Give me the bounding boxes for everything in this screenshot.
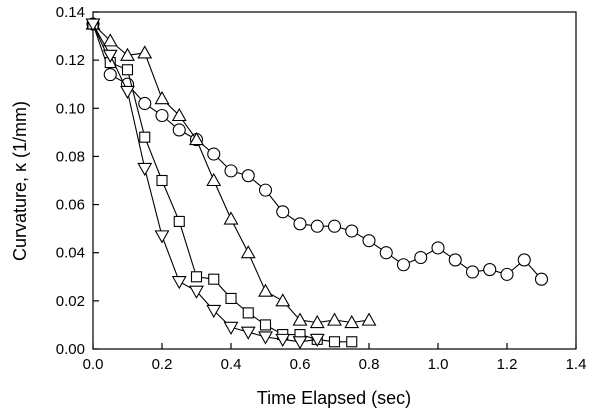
data-point-square xyxy=(208,273,220,285)
y-tick-label: 0.04 xyxy=(56,245,85,262)
series-square xyxy=(87,18,358,348)
series-layer xyxy=(85,16,549,350)
data-point-circle xyxy=(379,246,393,260)
data-point-triangle-up xyxy=(344,314,360,329)
series-triangle-up xyxy=(85,16,377,329)
data-point-triangle-down xyxy=(206,304,222,319)
data-point-circle xyxy=(396,258,411,272)
data-point-triangle-up xyxy=(102,33,118,47)
x-tick-label: 1.0 xyxy=(428,356,449,373)
data-point-circle xyxy=(293,217,307,231)
y-tick-label: 0.14 xyxy=(56,4,85,21)
data-point-circle xyxy=(327,219,342,233)
series-triangle-down xyxy=(85,18,325,350)
y-tick-label: 0.02 xyxy=(56,293,85,310)
data-point-square xyxy=(225,292,237,305)
data-point-triangle-down xyxy=(223,321,239,335)
data-point-circle xyxy=(431,241,445,255)
data-point-circle xyxy=(276,205,290,219)
y-tick-label: 0.10 xyxy=(56,100,85,117)
data-point-triangle-down xyxy=(137,162,153,177)
data-point-triangle-up xyxy=(154,91,170,105)
data-point-triangle-up xyxy=(275,293,291,307)
data-point-square xyxy=(190,271,203,283)
data-point-triangle-up xyxy=(309,314,325,329)
data-point-square xyxy=(121,64,134,76)
data-point-circle xyxy=(207,147,221,161)
data-point-circle xyxy=(414,250,428,265)
data-point-triangle-down xyxy=(85,18,101,32)
data-point-triangle-up xyxy=(292,312,308,326)
data-point-circle xyxy=(345,224,359,238)
y-tick-label: 0.12 xyxy=(56,52,85,69)
x-tick-label: 1.2 xyxy=(497,356,518,373)
y-axis-title: Curvature, κ (1/mm) xyxy=(10,101,30,261)
x-tick-label: 1.4 xyxy=(566,356,587,373)
data-point-triangle-down xyxy=(171,276,187,290)
data-point-square xyxy=(139,131,151,143)
data-point-triangle-up xyxy=(240,245,256,259)
data-point-square xyxy=(346,336,358,348)
data-point-triangle-up xyxy=(327,312,342,326)
data-point-square xyxy=(259,319,272,331)
data-point-square xyxy=(173,215,185,227)
data-point-circle xyxy=(310,219,324,233)
data-point-circle xyxy=(138,96,152,111)
data-point-triangle-up xyxy=(120,47,135,61)
data-point-circle xyxy=(517,253,531,267)
data-point-circle xyxy=(155,108,169,123)
data-point-circle xyxy=(172,123,186,137)
data-point-circle xyxy=(448,253,462,267)
data-point-circle xyxy=(483,263,497,277)
x-tick-label: 0.8 xyxy=(359,356,380,373)
y-tick-label: 0.00 xyxy=(56,341,85,358)
data-point-triangle-down xyxy=(240,326,256,340)
data-point-triangle-down xyxy=(309,333,325,347)
data-point-triangle-up xyxy=(361,312,377,326)
x-tick-label: 0.4 xyxy=(221,356,242,373)
data-point-triangle-down xyxy=(292,336,308,350)
data-point-circle xyxy=(224,164,238,178)
data-point-triangle-down xyxy=(154,230,170,244)
data-point-triangle-down xyxy=(275,333,291,347)
axis-ticks: 0.0 0.2 0.4 0.6 0.8 1.0 1.2 1.4 0.00 0.02 0.04 0.06… xyxy=(56,4,587,373)
x-tick-label: 0.2 xyxy=(152,356,173,373)
x-tick-label: 0.6 xyxy=(290,356,311,373)
series-circle xyxy=(86,17,549,286)
data-point-square xyxy=(242,307,254,319)
data-point-circle xyxy=(241,169,255,183)
data-point-circle xyxy=(362,234,376,248)
data-point-circle xyxy=(534,272,549,286)
data-point-triangle-up xyxy=(258,283,273,297)
data-point-circle xyxy=(103,68,117,82)
data-point-circle xyxy=(500,267,514,281)
data-point-triangle-up xyxy=(137,45,153,59)
data-point-triangle-up xyxy=(206,172,222,187)
x-axis-title: Time Elapsed (sec) xyxy=(257,388,411,408)
data-point-triangle-down xyxy=(102,49,118,63)
x-tick-label: 0.0 xyxy=(83,356,104,373)
y-tick-label: 0.06 xyxy=(56,197,85,214)
data-point-triangle-down xyxy=(258,331,273,345)
data-point-square xyxy=(156,174,168,187)
plot-frame xyxy=(92,11,577,350)
data-point-triangle-up xyxy=(189,131,204,146)
series-line-square xyxy=(92,23,352,343)
data-point-triangle-up xyxy=(223,211,239,225)
data-point-circle xyxy=(258,183,273,197)
data-point-circle xyxy=(465,265,480,279)
series-line-circle xyxy=(92,23,542,280)
data-point-triangle-down xyxy=(120,85,135,100)
data-point-triangle-up xyxy=(171,107,187,122)
y-tick-label: 0.08 xyxy=(56,148,85,165)
data-point-square xyxy=(328,336,341,348)
data-point-triangle-down xyxy=(189,285,204,299)
